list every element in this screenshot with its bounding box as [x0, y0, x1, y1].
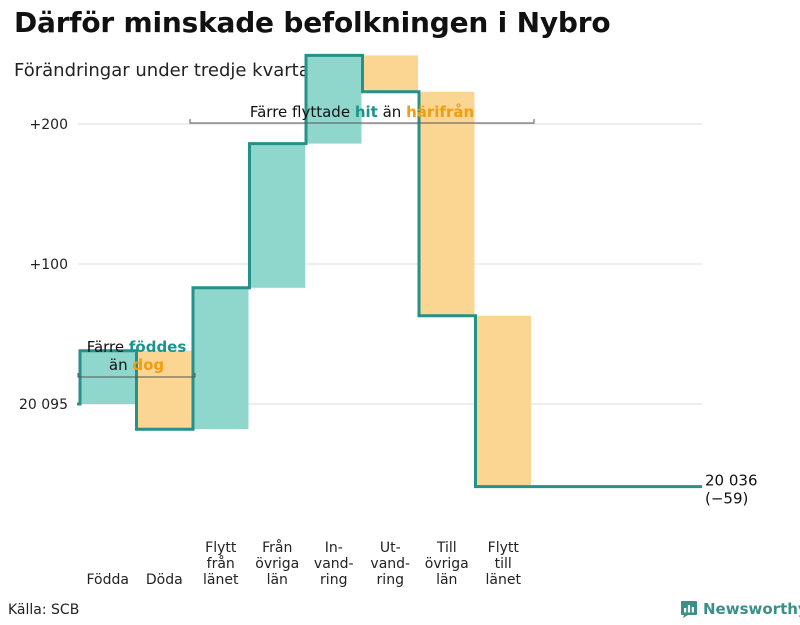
- moves-note-text: Färre flyttade: [250, 103, 355, 121]
- births-note-line1: Färre föddes: [87, 338, 187, 356]
- category-label: Till övriga län: [425, 540, 469, 588]
- bar-chart-logo-icon: [681, 601, 697, 618]
- category-label-line: övriga: [425, 556, 469, 572]
- category-label-line: ring: [320, 572, 347, 588]
- end-value-label: 20 036: [705, 472, 758, 490]
- waterfall-bar: [419, 91, 475, 316]
- y-tick-label: 20 095: [19, 397, 68, 413]
- category-label-line: länet: [203, 572, 239, 588]
- waterfall-bar: [475, 315, 531, 487]
- category-label-line: länet: [486, 572, 522, 588]
- category-label-line: Flytt: [488, 540, 520, 556]
- category-label: Från övriga län: [255, 539, 299, 588]
- births-note-text: än: [109, 356, 132, 374]
- newsworthy-logo: Newsworthy: [680, 600, 800, 618]
- waterfall-bar: [362, 55, 418, 92]
- births-note-accent: föddes: [129, 338, 186, 356]
- waterfall-bar: [193, 287, 249, 430]
- moves-note-text: än: [378, 103, 406, 121]
- waterfall-bar: [306, 55, 362, 144]
- category-label-line: Från: [262, 539, 292, 556]
- category-label-line: till: [495, 556, 512, 572]
- waterfall-bar: [136, 350, 192, 430]
- category-label-line: Födda: [87, 572, 129, 588]
- waterfall-step-line: [77, 53, 702, 489]
- category-label-line: Döda: [146, 572, 183, 588]
- y-tick-label: +200: [30, 117, 68, 133]
- category-label-line: ring: [377, 572, 404, 588]
- brand-name: Newsworthy: [703, 600, 800, 618]
- category-label: Ut-vand-ring: [370, 540, 410, 588]
- category-label: Flytt till länet: [486, 540, 522, 588]
- end-change-label: (−59): [705, 490, 748, 508]
- waterfall-bar: [249, 143, 305, 288]
- category-label-line: län: [267, 572, 288, 588]
- births-note-line2: än dog: [109, 356, 164, 374]
- category-label: Födda: [87, 572, 129, 588]
- category-label-line: vand-: [370, 556, 410, 572]
- births-bracket: [77, 373, 196, 378]
- chart-subtitle: Förändringar under tredje kvartalet 2024: [14, 60, 385, 81]
- births-note-text: Färre: [87, 338, 129, 356]
- category-label: Flytt från länet: [203, 540, 239, 588]
- y-tick-label: +100: [30, 257, 68, 273]
- category-label-line: Ut-: [380, 540, 401, 556]
- category-label-line: län: [436, 572, 457, 588]
- category-label-line: övriga: [255, 556, 299, 572]
- category-label: In-vand-ring: [314, 540, 354, 588]
- category-label-line: vand-: [314, 556, 354, 572]
- category-label-line: In-: [325, 540, 343, 556]
- source-note: Källa: SCB: [8, 602, 80, 618]
- moves-note-accent: härifrån: [406, 103, 474, 121]
- category-label-line: från: [207, 555, 235, 572]
- category-label-line: Flytt: [205, 540, 237, 556]
- moves-bracket: [189, 119, 535, 124]
- category-label-line: Till: [436, 540, 457, 556]
- category-label: Döda: [146, 572, 183, 588]
- births-note-accent: dog: [132, 356, 164, 374]
- moves-note-accent: hit: [355, 103, 378, 121]
- moves-note: Färre flyttade hit än härifrån: [250, 103, 474, 121]
- chart-title: Därför minskade befolkningen i Nybro: [14, 6, 611, 39]
